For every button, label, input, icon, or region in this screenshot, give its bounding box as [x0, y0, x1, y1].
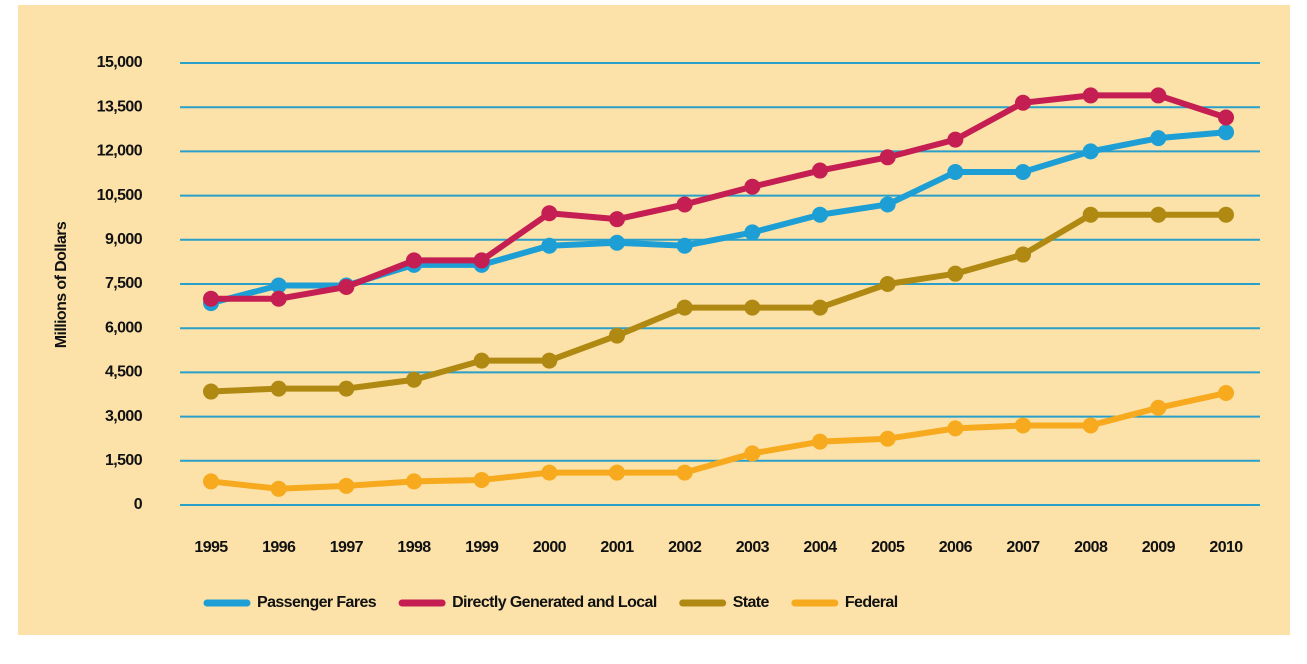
- y-tick-label: 0: [134, 496, 143, 513]
- x-tick-label: 2001: [600, 539, 634, 556]
- data-point: [812, 162, 828, 179]
- data-point: [609, 211, 625, 228]
- data-point: [879, 196, 896, 213]
- data-point: [1015, 164, 1031, 181]
- data-point: [1150, 130, 1167, 147]
- legend-label: Passenger Fares: [257, 594, 377, 611]
- y-tick-label: 15,000: [97, 54, 143, 71]
- y-tick-label: 12,000: [97, 143, 143, 160]
- data-point: [879, 149, 896, 166]
- data-point: [1218, 124, 1234, 141]
- data-point: [473, 252, 490, 269]
- y-tick-label: 9,000: [105, 231, 143, 248]
- data-point: [947, 265, 964, 282]
- data-point: [947, 131, 964, 148]
- data-point: [1082, 143, 1099, 160]
- legend-label: Federal: [845, 594, 898, 611]
- data-point: [406, 252, 422, 269]
- data-point: [812, 206, 828, 223]
- x-tick-label: 2007: [1006, 539, 1040, 556]
- y-tick-label: 1,500: [105, 452, 143, 469]
- data-point: [473, 352, 490, 369]
- data-point: [947, 164, 964, 181]
- data-point: [338, 380, 355, 397]
- data-point: [947, 420, 964, 437]
- x-tick-label: 1999: [465, 539, 499, 556]
- y-tick-label: 13,500: [97, 98, 143, 115]
- data-point: [270, 290, 287, 307]
- legend-label: Directly Generated and Local: [452, 594, 657, 611]
- data-point: [541, 205, 558, 222]
- data-point: [1150, 206, 1167, 223]
- data-point: [1218, 206, 1234, 223]
- data-point: [203, 383, 219, 400]
- data-point: [338, 278, 355, 295]
- data-point: [203, 290, 219, 307]
- data-point: [676, 464, 693, 481]
- data-point: [744, 224, 761, 241]
- data-point: [1082, 87, 1099, 104]
- data-point: [744, 299, 761, 316]
- x-tick-label: 1998: [397, 539, 431, 556]
- series-line: [210, 390, 1227, 492]
- x-tick-label: 1996: [262, 539, 296, 556]
- data-point: [676, 299, 693, 316]
- data-point: [812, 433, 828, 450]
- data-point: [541, 237, 558, 254]
- y-tick-label: 10,500: [97, 187, 143, 204]
- data-point: [406, 473, 422, 490]
- data-point: [744, 445, 761, 462]
- data-point: [338, 477, 355, 494]
- data-point: [609, 327, 625, 344]
- data-point: [406, 371, 422, 388]
- x-tick-label: 2004: [803, 539, 837, 556]
- data-point: [270, 380, 287, 397]
- x-tick-label: 2006: [939, 539, 973, 556]
- data-point: [744, 178, 761, 195]
- data-point: [270, 277, 287, 294]
- data-point: [1015, 94, 1031, 111]
- data-point: [1082, 417, 1099, 434]
- data-point: [879, 430, 896, 447]
- y-tick-label: 7,500: [105, 275, 143, 292]
- series-line: [211, 92, 1227, 302]
- data-point: [676, 196, 693, 213]
- x-tick-label: 1997: [330, 539, 364, 556]
- data-point: [1082, 206, 1099, 223]
- x-tick-label: 1995: [194, 539, 228, 556]
- data-point: [473, 471, 490, 488]
- data-point: [676, 237, 693, 254]
- data-point: [1218, 385, 1234, 402]
- y-tick-label: 3,000: [105, 408, 143, 425]
- y-tick-label: 6,000: [105, 319, 143, 336]
- series-line: [210, 211, 1226, 395]
- x-tick-label: 2008: [1074, 539, 1108, 556]
- x-tick-label: 2003: [736, 539, 770, 556]
- data-point: [1015, 246, 1031, 263]
- legend-label: State: [733, 594, 770, 611]
- x-tick-label: 2009: [1142, 539, 1176, 556]
- data-point: [1015, 417, 1031, 434]
- y-axis-label: Millions of Dollars: [53, 221, 70, 348]
- data-point: [609, 234, 625, 251]
- data-point: [1150, 87, 1167, 104]
- data-point: [270, 480, 287, 497]
- data-point: [879, 276, 896, 292]
- x-tick-label: 2002: [668, 539, 702, 556]
- data-point: [541, 464, 558, 481]
- x-tick-label: 2005: [871, 539, 905, 556]
- data-point: [1150, 399, 1167, 416]
- data-point: [203, 473, 219, 490]
- data-point: [812, 299, 828, 316]
- data-point: [541, 352, 558, 369]
- x-tick-label: 2000: [533, 539, 567, 556]
- x-tick-label: 2010: [1209, 539, 1243, 556]
- data-point: [1218, 109, 1234, 126]
- data-point: [609, 464, 625, 481]
- y-tick-label: 4,500: [105, 364, 143, 381]
